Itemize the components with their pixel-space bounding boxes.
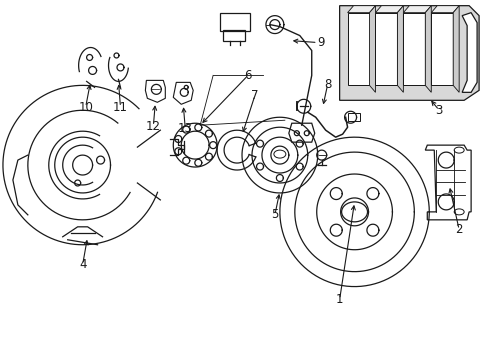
Polygon shape	[403, 6, 430, 13]
Text: 10: 10	[78, 101, 93, 114]
Polygon shape	[347, 13, 369, 85]
Polygon shape	[375, 13, 397, 85]
Text: 7: 7	[251, 89, 258, 102]
Polygon shape	[461, 13, 476, 92]
Text: 13: 13	[178, 122, 192, 135]
Bar	[223, 30, 244, 41]
Polygon shape	[452, 6, 458, 92]
Bar	[220, 13, 249, 31]
Text: 6: 6	[244, 69, 251, 82]
Text: 3: 3	[435, 104, 442, 117]
Polygon shape	[430, 6, 458, 13]
Polygon shape	[339, 6, 478, 100]
Bar	[347, 113, 359, 121]
Polygon shape	[403, 13, 425, 85]
Text: 8: 8	[324, 78, 331, 91]
Polygon shape	[375, 6, 403, 13]
Polygon shape	[347, 6, 375, 13]
Text: 12: 12	[145, 120, 161, 133]
Text: 9: 9	[317, 36, 325, 49]
Polygon shape	[430, 13, 452, 85]
Text: 2: 2	[454, 223, 462, 236]
Text: 11: 11	[113, 101, 128, 114]
Text: 5: 5	[271, 208, 278, 221]
Polygon shape	[369, 6, 375, 92]
Text: 1: 1	[335, 293, 343, 306]
Text: 4: 4	[79, 258, 86, 271]
Polygon shape	[425, 6, 430, 92]
Polygon shape	[397, 6, 403, 92]
